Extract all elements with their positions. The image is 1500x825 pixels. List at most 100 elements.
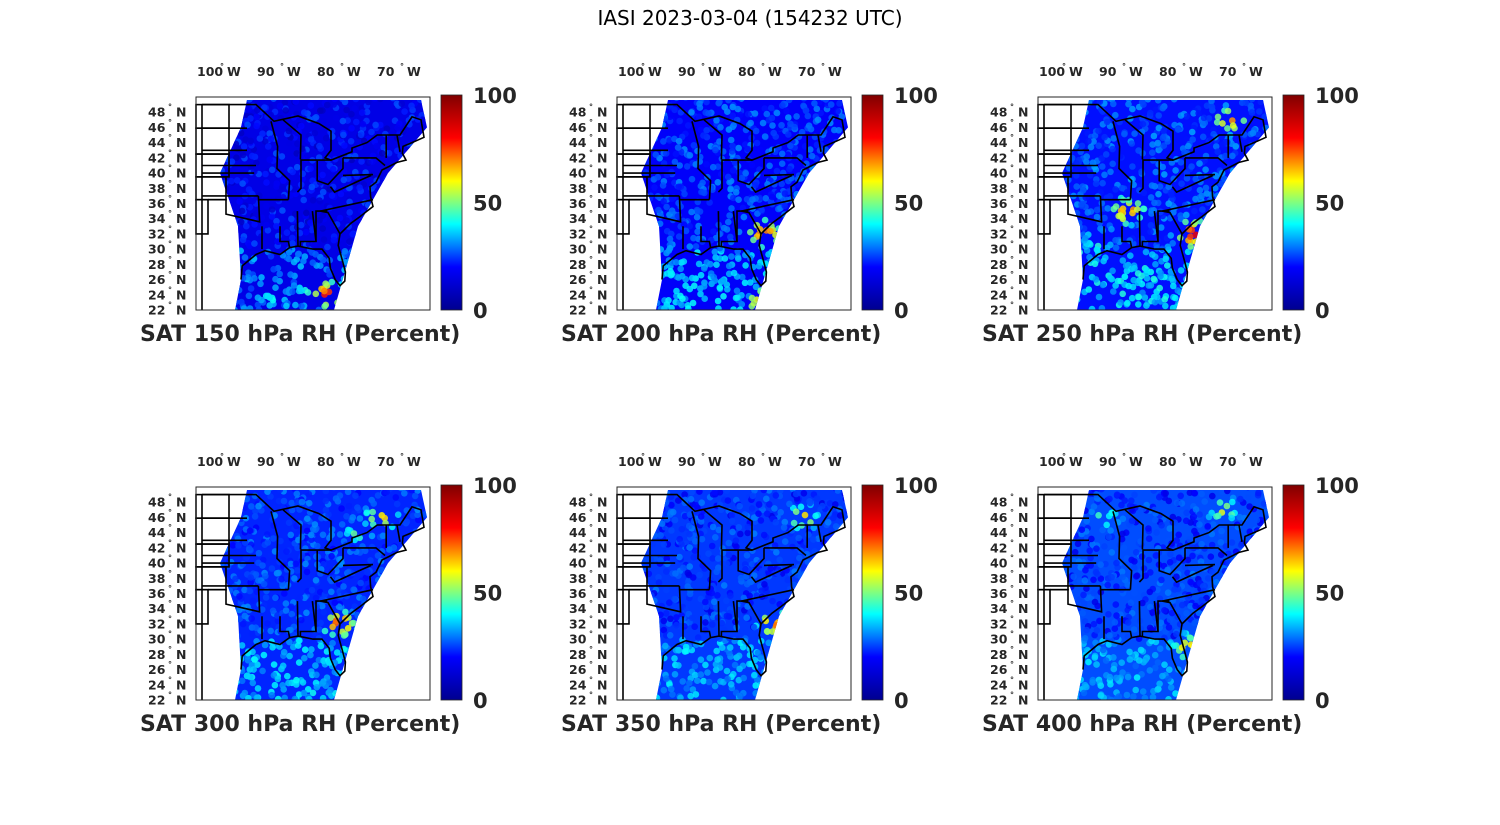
lon-tick-label: 90 [257, 64, 275, 79]
lon-tick-label: 90 [257, 454, 275, 469]
degree-symbol: ° [589, 255, 593, 264]
lat-tick-label: 32 [569, 226, 586, 241]
lat-hemisphere: N [597, 242, 607, 257]
degree-symbol: ° [641, 62, 645, 71]
degree-symbol: ° [589, 270, 593, 279]
lat-hemisphere: N [176, 510, 186, 525]
lon-hemisphere: W [1249, 454, 1263, 469]
degree-symbol: ° [1010, 133, 1014, 142]
degree-symbol: ° [220, 62, 224, 71]
lat-tick-label: 24 [569, 677, 587, 692]
panel-title: SAT 200 hPa RH (Percent) [561, 322, 881, 347]
lat-tick-label: 30 [569, 242, 587, 257]
degree-symbol: ° [1010, 599, 1014, 608]
lat-hemisphere: N [176, 181, 186, 196]
lon-tick-label: 100 [1039, 64, 1065, 79]
lat-tick-label: 22 [569, 303, 586, 318]
degree-symbol: ° [168, 285, 172, 294]
map-panel-200hpa: 100 ° W 90 ° W 80 ° W 70 ° W 48 ° N 46 ° N 44 ° N 42 ° N 40 ° N 38 °… [561, 55, 981, 385]
lat-hemisphere: N [1018, 272, 1028, 287]
lat-tick-label: 46 [990, 120, 1008, 135]
degree-symbol: ° [1010, 224, 1014, 233]
lat-tick-label: 36 [990, 196, 1008, 211]
lat-hemisphere: N [1018, 257, 1028, 272]
degree-symbol: ° [168, 148, 172, 157]
lon-hemisphere: W [407, 454, 421, 469]
degree-symbol: ° [340, 452, 344, 461]
lon-tick-label: 80 [317, 64, 335, 79]
lat-hemisphere: N [176, 226, 186, 241]
map-frame [195, 96, 431, 311]
colorbar-tick-label: 0 [473, 299, 488, 323]
lat-hemisphere: N [176, 616, 186, 631]
lat-tick-label: 22 [148, 303, 165, 318]
degree-symbol: ° [1182, 452, 1186, 461]
degree-symbol: ° [280, 62, 284, 71]
lat-tick-label: 32 [990, 616, 1007, 631]
lat-tick-label: 24 [148, 287, 166, 302]
panel-title: SAT 350 hPa RH (Percent) [561, 712, 881, 737]
degree-symbol: ° [589, 194, 593, 203]
degree-symbol: ° [168, 554, 172, 563]
lat-hemisphere: N [597, 677, 607, 692]
degree-symbol: ° [589, 103, 593, 112]
degree-symbol: ° [821, 452, 825, 461]
degree-symbol: ° [1010, 614, 1014, 623]
colorbar [440, 94, 463, 311]
lat-tick-label: 44 [569, 135, 587, 150]
degree-symbol: ° [168, 133, 172, 142]
degree-symbol: ° [589, 538, 593, 547]
lat-hemisphere: N [1018, 510, 1028, 525]
lon-tick-label: 100 [197, 454, 223, 469]
lat-tick-label: 24 [990, 677, 1008, 692]
colorbar [1282, 94, 1305, 311]
lon-tick-label: 80 [738, 454, 756, 469]
colorbar-tick-label: 50 [473, 582, 502, 606]
lon-hemisphere: W [648, 454, 662, 469]
lon-hemisphere: W [1129, 454, 1143, 469]
lat-tick-label: 24 [148, 677, 166, 692]
degree-symbol: ° [1010, 103, 1014, 112]
lon-tick-label: 80 [1159, 454, 1177, 469]
lat-hemisphere: N [176, 105, 186, 120]
map-frame [1037, 96, 1273, 311]
lon-hemisphere: W [287, 64, 301, 79]
lat-hemisphere: N [597, 257, 607, 272]
lat-hemisphere: N [597, 120, 607, 135]
lat-hemisphere: N [1018, 242, 1028, 257]
panel-title: SAT 250 hPa RH (Percent) [982, 322, 1302, 347]
lat-tick-label: 48 [990, 495, 1007, 510]
lon-tick-label: 70 [377, 64, 395, 79]
lat-tick-label: 28 [569, 257, 586, 272]
colorbar-tick-label: 100 [1315, 84, 1359, 108]
lon-tick-label: 70 [798, 454, 816, 469]
lat-tick-label: 48 [148, 495, 165, 510]
lat-tick-label: 30 [569, 632, 587, 647]
degree-symbol: ° [701, 62, 705, 71]
lat-hemisphere: N [176, 586, 186, 601]
lon-hemisphere: W [287, 454, 301, 469]
lat-hemisphere: N [597, 586, 607, 601]
lat-hemisphere: N [597, 525, 607, 540]
lon-tick-label: 80 [1159, 64, 1177, 79]
degree-symbol: ° [168, 240, 172, 249]
degree-symbol: ° [168, 164, 172, 173]
degree-symbol: ° [168, 194, 172, 203]
degree-symbol: ° [1010, 164, 1014, 173]
degree-symbol: ° [1010, 630, 1014, 639]
lat-tick-label: 28 [990, 647, 1007, 662]
degree-symbol: ° [1010, 691, 1014, 700]
degree-symbol: ° [589, 675, 593, 684]
map-svg: 100° W 90 ° W 80 ° W 70 ° W48 ° N46 ° N44 ° N42 ° N40 ° N38 °… [140, 62, 517, 347]
lat-hemisphere: N [597, 150, 607, 165]
colorbar [1282, 484, 1305, 701]
degree-symbol: ° [589, 285, 593, 294]
lat-hemisphere: N [597, 662, 607, 677]
lat-hemisphere: N [1018, 525, 1028, 540]
degree-symbol: ° [589, 508, 593, 517]
map-svg: 100° W 90 ° W 80 ° W 70 ° W48 ° N46 ° N44 ° N42 ° N40 ° N38 °… [561, 62, 938, 347]
lat-hemisphere: N [597, 601, 607, 616]
colorbar-tick-label: 100 [473, 474, 517, 498]
lat-tick-label: 24 [569, 287, 587, 302]
map-frame [616, 96, 852, 311]
